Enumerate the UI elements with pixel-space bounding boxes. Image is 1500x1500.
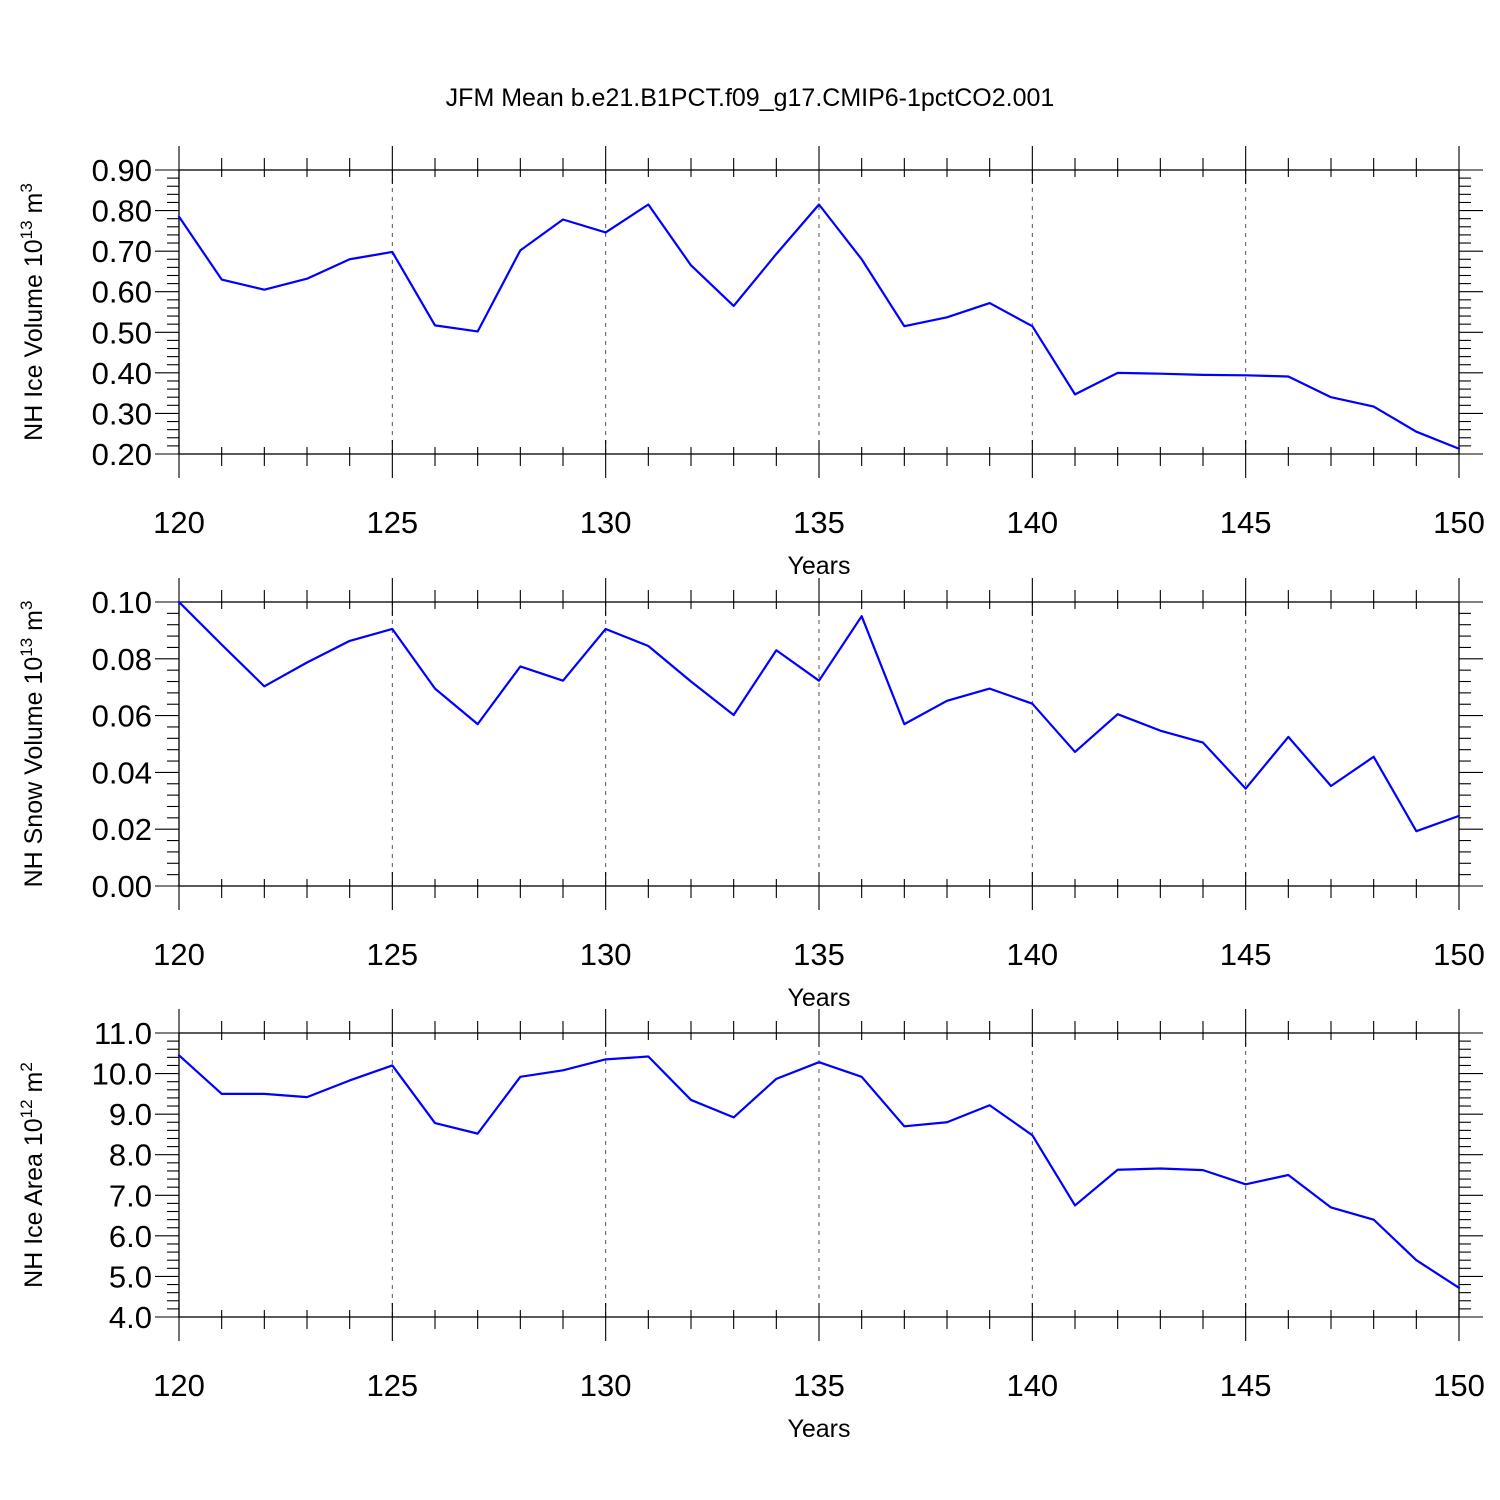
x-tick-label: 125 — [366, 937, 418, 972]
x-tick-label: 135 — [793, 1368, 845, 1403]
x-tick-label: 145 — [1220, 1368, 1272, 1403]
y-tick-label: 0.80 — [92, 194, 152, 229]
y-axis-title-exponent: 13 — [17, 220, 36, 239]
y-axis-title-unit: m — [20, 1072, 48, 1100]
x-tick-label: 135 — [793, 505, 845, 540]
y-tick-label: 9.0 — [109, 1097, 152, 1132]
x-tick-label: 150 — [1433, 937, 1485, 972]
y-axis-title-exponent: 12 — [17, 1099, 36, 1118]
y-tick-label: 4.0 — [109, 1300, 152, 1335]
y-tick-label: 0.50 — [92, 315, 152, 350]
y-tick-label: 0.00 — [92, 869, 152, 904]
x-tick-label: 150 — [1433, 1368, 1485, 1403]
figure-title: JFM Mean b.e21.B1PCT.f09_g17.CMIP6-1pctC… — [446, 84, 1055, 112]
x-tick-label: 125 — [366, 1368, 418, 1403]
y-axis-title-main: NH Snow Volume 10 — [20, 657, 48, 888]
y-axis-title-main: NH Ice Area 10 — [20, 1118, 48, 1288]
y-axis-title-unit-exponent: 3 — [17, 183, 36, 192]
y-axis-title-exponent: 13 — [17, 638, 36, 657]
y-axis-title: NH Ice Area 1012 m2 — [17, 1062, 48, 1288]
x-tick-label: 140 — [1006, 937, 1058, 972]
x-tick-label: 150 — [1433, 505, 1485, 540]
y-tick-label: 0.02 — [92, 812, 152, 847]
y-tick-label: 0.10 — [92, 585, 152, 620]
y-tick-label: 0.90 — [92, 153, 152, 188]
y-tick-label: 11.0 — [94, 1016, 152, 1051]
x-tick-label: 145 — [1220, 937, 1272, 972]
x-tick-label: 120 — [153, 1368, 205, 1403]
x-axis-title: Years — [787, 1415, 850, 1443]
x-tick-label: 120 — [153, 937, 205, 972]
x-axis-title: Years — [787, 552, 850, 580]
y-tick-label: 8.0 — [109, 1138, 152, 1173]
y-tick-label: 0.04 — [92, 755, 152, 790]
y-tick-label: 0.08 — [92, 642, 152, 677]
y-axis-title-unit: m — [20, 610, 48, 638]
y-tick-label: 5.0 — [109, 1259, 152, 1294]
x-tick-label: 130 — [580, 937, 632, 972]
y-tick-label: 0.30 — [92, 396, 152, 431]
x-tick-label: 130 — [580, 505, 632, 540]
x-tick-label: 120 — [153, 505, 205, 540]
x-tick-label: 135 — [793, 937, 845, 972]
y-tick-label: 10.0 — [92, 1057, 152, 1092]
x-tick-label: 145 — [1220, 505, 1272, 540]
y-tick-label: 0.40 — [92, 356, 152, 391]
x-tick-label: 130 — [580, 1368, 632, 1403]
y-axis-title-unit: m — [20, 193, 48, 221]
y-tick-label: 7.0 — [109, 1178, 152, 1213]
y-axis-title-unit-exponent: 3 — [17, 601, 36, 610]
x-axis-title: Years — [787, 984, 850, 1012]
y-tick-label: 0.60 — [92, 275, 152, 310]
y-tick-label: 6.0 — [109, 1219, 152, 1254]
x-tick-label: 140 — [1006, 1368, 1058, 1403]
y-tick-label: 0.20 — [92, 437, 152, 472]
y-axis-title-main: NH Ice Volume 10 — [20, 239, 48, 441]
y-axis-title-unit-exponent: 2 — [17, 1062, 36, 1071]
y-tick-label: 0.70 — [92, 234, 152, 269]
x-tick-label: 140 — [1006, 505, 1058, 540]
x-tick-label: 125 — [366, 505, 418, 540]
y-tick-label: 0.06 — [92, 699, 152, 734]
